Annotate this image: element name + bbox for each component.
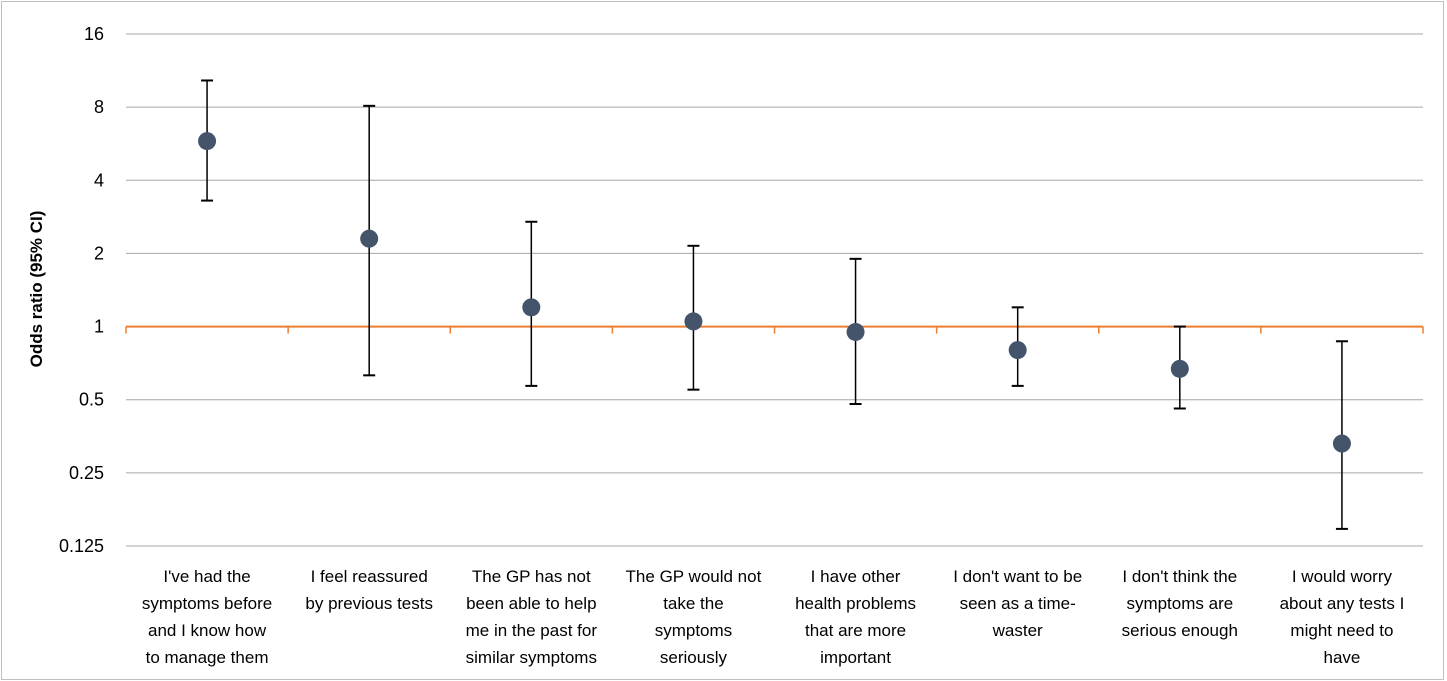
category-label-line: symptoms are [1126, 594, 1233, 613]
category-label-line: symptoms [655, 621, 732, 640]
gridlines [126, 33, 1423, 547]
error-bars [201, 79, 1348, 530]
category-label-line: been able to help [466, 594, 596, 613]
category-label-line: that are more [805, 621, 906, 640]
y-tick-label: 16 [84, 24, 104, 44]
y-tick-label: 0.125 [59, 536, 104, 556]
category-label: I don't think the symptoms are serious eno… [1122, 567, 1238, 640]
category-labels: I've had the symptoms before and I know ho… [142, 567, 1404, 667]
category-label-line: me in the past for [466, 621, 598, 640]
data-points [198, 132, 1351, 453]
category-label-line: I've had the [163, 567, 250, 586]
y-tick-label: 8 [94, 97, 104, 117]
category-label: The GP would not take the symptoms seriousl… [626, 567, 762, 667]
category-label-line: take the [663, 594, 724, 613]
category-label-line: I have other [811, 567, 901, 586]
category-label-line: I would worry [1292, 567, 1393, 586]
category-label-line: The GP would not [626, 567, 762, 586]
data-point [198, 132, 217, 151]
y-tick-label: 0.5 [79, 390, 104, 410]
category-label-line: similar symptoms [466, 648, 597, 667]
category-label-line: I don't want to be [953, 567, 1082, 586]
category-label-line: The GP has not [472, 567, 591, 586]
data-point [522, 298, 541, 317]
y-axis-label: Odds ratio (95% CI) [27, 211, 46, 368]
data-point [846, 322, 865, 341]
category-label-line: health problems [795, 594, 916, 613]
data-point [1332, 434, 1351, 453]
category-label-line: symptoms before [142, 594, 272, 613]
category-label-line: I don't think the [1122, 567, 1237, 586]
y-tick-label: 0.25 [69, 463, 104, 483]
category-label-line: about any tests I [1280, 594, 1405, 613]
data-point [684, 312, 703, 331]
category-label: The GP has not been able to help me in the… [466, 567, 598, 667]
category-label-line: seen as a time- [960, 594, 1076, 613]
data-point [1170, 359, 1189, 378]
data-point [1008, 341, 1027, 360]
category-label: I don't want to be seen as a time-waster [953, 567, 1082, 640]
category-label-line: important [820, 648, 891, 667]
y-tick-label: 4 [94, 170, 104, 190]
y-tick-label: 1 [94, 317, 104, 337]
y-tick-labels: 16 8 4 2 1 0.5 0.25 0.125 [59, 24, 104, 556]
category-label: I have other health problems that are more… [795, 567, 916, 667]
category-label-line: I feel reassured [311, 567, 428, 586]
category-label: I would worry about any tests I might need… [1280, 567, 1405, 667]
category-label-line: by previous tests [305, 594, 433, 613]
category-label-line: have [1324, 648, 1361, 667]
category-label-line: serious enough [1122, 621, 1238, 640]
category-label-line: and I know how [148, 621, 267, 640]
category-label-line: to manage them [146, 648, 269, 667]
category-label-line: waster [992, 621, 1043, 640]
category-label-line: might need to [1290, 621, 1393, 640]
category-label: I've had the symptoms before and I know ho… [142, 567, 272, 667]
category-label-line: seriously [660, 648, 728, 667]
x-axis-ticks [125, 326, 1424, 334]
category-label: I feel reassured by previous tests [305, 567, 433, 613]
y-tick-label: 2 [94, 243, 104, 263]
data-point [360, 229, 379, 248]
